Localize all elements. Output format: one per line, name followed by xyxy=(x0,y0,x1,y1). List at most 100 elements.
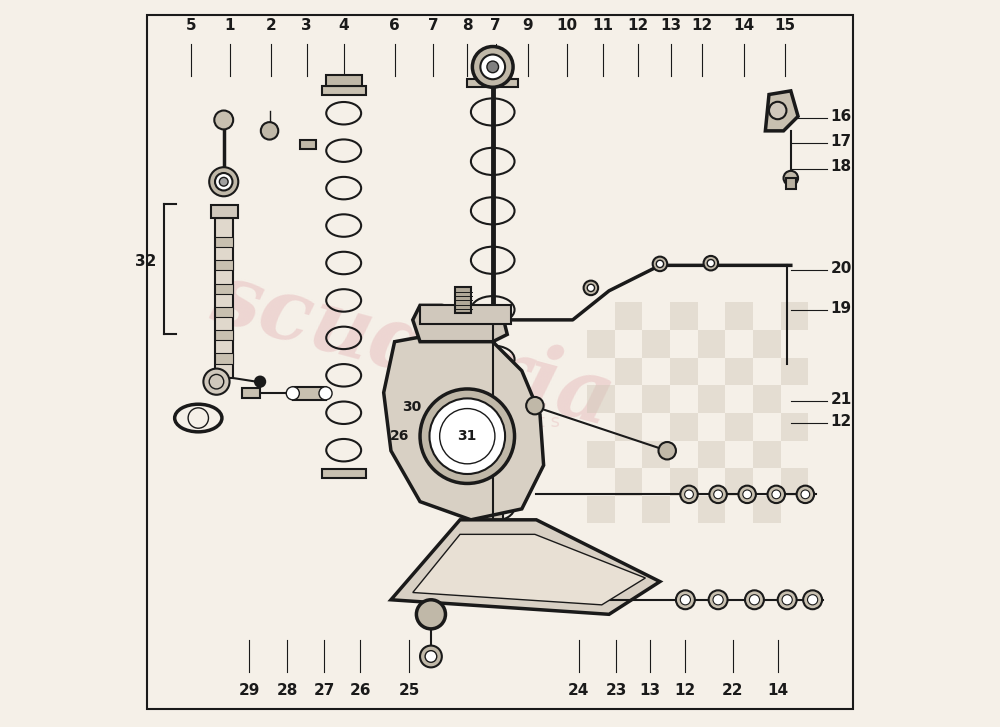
Bar xyxy=(587,330,615,358)
Text: 8: 8 xyxy=(462,17,473,33)
Text: 31: 31 xyxy=(458,430,477,443)
Bar xyxy=(467,79,518,87)
Polygon shape xyxy=(413,305,507,342)
Circle shape xyxy=(704,256,718,270)
Text: 25: 25 xyxy=(398,683,420,699)
Bar xyxy=(211,205,238,218)
Bar xyxy=(753,330,781,358)
Circle shape xyxy=(707,260,714,267)
Bar xyxy=(326,75,362,86)
Bar xyxy=(725,468,753,496)
Circle shape xyxy=(784,171,798,185)
Circle shape xyxy=(214,111,233,129)
Bar xyxy=(781,302,808,330)
Circle shape xyxy=(472,47,513,87)
Circle shape xyxy=(584,281,598,295)
Bar xyxy=(670,468,698,496)
Text: 9: 9 xyxy=(522,17,533,33)
Circle shape xyxy=(319,387,332,400)
Circle shape xyxy=(680,486,698,503)
Bar xyxy=(615,468,642,496)
Circle shape xyxy=(286,387,299,400)
Text: 1: 1 xyxy=(224,17,235,33)
Circle shape xyxy=(749,595,760,605)
Circle shape xyxy=(425,651,437,662)
Circle shape xyxy=(685,490,693,499)
Circle shape xyxy=(743,490,752,499)
Circle shape xyxy=(261,122,278,140)
Text: 15: 15 xyxy=(774,17,796,33)
Text: 12: 12 xyxy=(691,17,713,33)
Text: 30: 30 xyxy=(402,401,421,414)
Circle shape xyxy=(526,397,544,414)
Text: 17: 17 xyxy=(831,134,852,149)
Polygon shape xyxy=(765,91,798,131)
Bar xyxy=(615,413,642,441)
Bar xyxy=(781,358,808,385)
Bar xyxy=(670,302,698,330)
Bar xyxy=(300,140,316,149)
Bar xyxy=(420,305,511,324)
Bar xyxy=(753,496,781,523)
Circle shape xyxy=(429,398,505,474)
Circle shape xyxy=(219,177,228,186)
Text: 23: 23 xyxy=(606,683,627,699)
Circle shape xyxy=(801,490,810,499)
Text: 20: 20 xyxy=(831,261,852,276)
Text: c a r  p a r t s: c a r p a r t s xyxy=(439,413,560,430)
Bar xyxy=(670,358,698,385)
Text: 29: 29 xyxy=(238,683,260,699)
Bar xyxy=(615,358,642,385)
Bar xyxy=(215,330,233,340)
Bar xyxy=(698,441,725,468)
Bar xyxy=(293,387,326,400)
Circle shape xyxy=(420,389,515,483)
Circle shape xyxy=(772,490,781,499)
Circle shape xyxy=(803,590,822,609)
Polygon shape xyxy=(384,334,544,520)
Text: 22: 22 xyxy=(722,683,743,699)
Circle shape xyxy=(745,590,764,609)
Text: 24: 24 xyxy=(568,683,589,699)
Text: 12: 12 xyxy=(831,414,852,429)
Bar xyxy=(215,218,233,378)
Circle shape xyxy=(420,646,442,667)
Circle shape xyxy=(782,595,792,605)
Bar xyxy=(642,441,670,468)
Circle shape xyxy=(714,490,722,499)
Text: 26: 26 xyxy=(390,430,409,443)
Circle shape xyxy=(587,284,595,292)
Bar xyxy=(483,359,503,582)
Text: 21: 21 xyxy=(831,392,852,407)
Text: 2: 2 xyxy=(266,17,276,33)
Polygon shape xyxy=(413,534,645,605)
Bar xyxy=(642,385,670,413)
Circle shape xyxy=(680,595,690,605)
Bar xyxy=(753,441,781,468)
Bar xyxy=(725,302,753,330)
Text: 5: 5 xyxy=(186,17,196,33)
Bar xyxy=(215,284,233,294)
Bar xyxy=(786,178,796,189)
Bar xyxy=(455,287,471,313)
Text: 16: 16 xyxy=(831,108,852,124)
Circle shape xyxy=(768,486,785,503)
Circle shape xyxy=(653,257,667,271)
Circle shape xyxy=(487,61,499,73)
Circle shape xyxy=(808,595,818,605)
Circle shape xyxy=(480,55,505,79)
Bar xyxy=(642,496,670,523)
Text: 3: 3 xyxy=(301,17,312,33)
Circle shape xyxy=(738,486,756,503)
Text: 7: 7 xyxy=(428,17,438,33)
Circle shape xyxy=(713,595,723,605)
Circle shape xyxy=(658,442,676,459)
Text: 6: 6 xyxy=(389,17,400,33)
Bar xyxy=(698,496,725,523)
Text: 13: 13 xyxy=(639,683,660,699)
Circle shape xyxy=(416,600,445,629)
Circle shape xyxy=(769,102,786,119)
Text: 12: 12 xyxy=(628,17,649,33)
Circle shape xyxy=(709,590,728,609)
Text: 14: 14 xyxy=(767,683,788,699)
